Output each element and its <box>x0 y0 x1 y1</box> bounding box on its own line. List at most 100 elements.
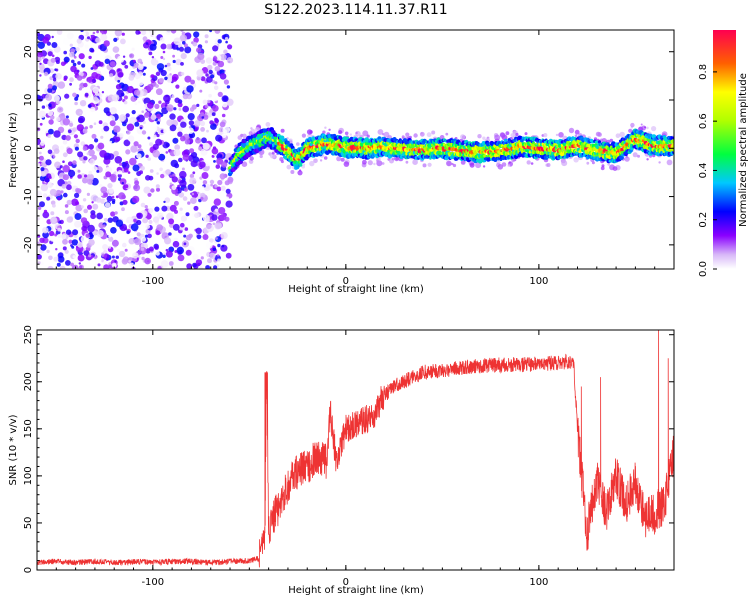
heatmap-cell <box>297 170 303 176</box>
heatmap-cell <box>88 170 93 175</box>
heatmap-cell <box>286 164 292 170</box>
heatmap-cell <box>250 127 253 130</box>
heatmap-cell <box>197 77 201 81</box>
heatmap-cell <box>426 132 432 138</box>
heatmap-cell <box>48 208 51 212</box>
heatmap-cell <box>152 216 160 223</box>
heatmap-cell <box>644 126 647 129</box>
heatmap-cell <box>155 55 161 61</box>
heatmap-cell <box>500 132 506 138</box>
heatmap-cell <box>131 110 136 115</box>
heatmap-cell <box>172 54 176 58</box>
heatmap-cell <box>154 206 160 212</box>
heatmap-cell <box>303 163 306 166</box>
heatmap-cell <box>234 166 238 170</box>
heatmap-cell <box>139 126 143 130</box>
heatmap-cell <box>96 212 103 220</box>
heatmap-cell <box>160 56 164 59</box>
heatmap-cell <box>212 247 217 252</box>
heatmap-cell <box>174 209 178 214</box>
heatmap-cell <box>156 133 160 138</box>
heatmap-cell <box>63 37 71 46</box>
heatmap-cell <box>156 224 163 231</box>
heatmap-cell <box>137 144 142 149</box>
heatmap-cell <box>343 161 350 167</box>
heatmap-cell <box>162 50 166 54</box>
heatmap-cell <box>170 159 178 168</box>
heatmap-cell <box>280 128 285 133</box>
heatmap-cell <box>48 103 52 107</box>
heatmap-cell <box>68 51 75 58</box>
heatmap-cell <box>126 130 131 135</box>
heatmap-cell <box>241 161 248 167</box>
heatmap-cell <box>155 88 163 96</box>
heatmap-cell <box>338 130 343 135</box>
heatmap-cell <box>136 78 145 86</box>
heatmap-cell <box>71 239 79 246</box>
heatmap-cell <box>187 183 195 191</box>
heatmap-cell <box>215 134 223 142</box>
heatmap-cell <box>179 46 184 52</box>
heatmap-cell <box>179 34 188 42</box>
heatmap-cell <box>183 43 188 48</box>
heatmap-cell <box>90 213 96 220</box>
heatmap-cell <box>149 128 156 135</box>
heatmap-cell <box>156 121 160 125</box>
heatmap-cell <box>55 73 62 80</box>
heatmap-cell <box>114 102 119 107</box>
heatmap-cell <box>62 238 68 245</box>
heatmap-cell <box>164 237 172 245</box>
heatmap-cell <box>62 165 70 173</box>
heatmap-cell <box>164 104 168 107</box>
heatmap-cell <box>114 211 118 215</box>
heatmap-cell <box>324 126 327 129</box>
heatmap-cell <box>646 158 649 161</box>
heatmap-cell <box>225 196 229 200</box>
heatmap-cell <box>218 127 224 133</box>
heatmap-cell <box>81 63 86 68</box>
heatmap-cell <box>147 233 152 239</box>
heatmap-cell <box>83 82 88 88</box>
heatmap-cell <box>148 51 153 56</box>
heatmap-cell <box>179 179 187 188</box>
heatmap-cell <box>180 121 187 128</box>
heatmap-cell <box>640 123 643 126</box>
heatmap-cell <box>222 87 228 92</box>
heatmap-cell <box>144 257 151 265</box>
heatmap-cell <box>197 52 205 61</box>
heatmap-cell <box>173 37 182 46</box>
heatmap-cell <box>48 176 52 179</box>
heatmap-cell <box>520 138 524 143</box>
heatmap-cell <box>151 56 155 59</box>
heatmap-cell <box>98 184 103 188</box>
heatmap-cell <box>214 66 221 72</box>
heatmap-cell <box>168 261 174 266</box>
heatmap-cell <box>165 142 170 148</box>
heatmap-cell <box>160 173 165 179</box>
heatmap-cell <box>103 254 108 258</box>
heatmap-cell <box>381 162 385 165</box>
heatmap-cell <box>39 74 42 77</box>
heatmap-cell <box>40 183 49 192</box>
heatmap-cell <box>57 227 62 232</box>
heatmap-cell <box>90 67 94 70</box>
heatmap-cell <box>177 254 185 262</box>
heatmap-cell <box>169 174 173 178</box>
heatmap-cell <box>178 192 185 198</box>
heatmap-cell <box>215 222 223 230</box>
heatmap-cell <box>134 238 141 246</box>
colorbar-ticks: 0.0 0.2 0.4 0.6 0.8 <box>698 64 717 277</box>
heatmap-cell <box>419 131 425 137</box>
heatmap-cell <box>125 113 130 118</box>
heatmap-cell <box>181 167 185 171</box>
heatmap-cell <box>74 220 82 228</box>
heatmap-cell <box>204 34 209 39</box>
heatmap-cell <box>72 160 77 165</box>
heatmap-cell <box>100 33 108 41</box>
heatmap-cell <box>56 100 61 105</box>
heatmap-cell <box>87 204 92 210</box>
heatmap-cell <box>144 205 148 209</box>
heatmap-cell <box>63 77 67 82</box>
